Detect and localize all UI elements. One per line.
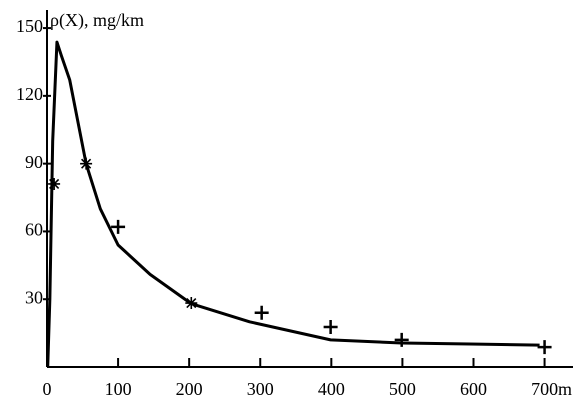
asterisk-marker [185,297,198,310]
x-tick-label: 700 [531,379,558,399]
plus-marker [537,340,552,355]
x-tick-label: 200 [176,379,203,399]
x-tick-label: 500 [389,379,416,399]
x-tick-label: 0 [43,379,52,399]
y-tick-label: 90 [25,152,43,172]
x-tick-label: 600 [460,379,487,399]
y-tick-label: 120 [16,84,43,104]
curve [46,40,540,368]
y-tick-label: 60 [25,220,43,240]
x-tick-label: 300 [247,379,274,399]
x-tick-label: 400 [318,379,345,399]
plus-marker [394,332,409,347]
x-tick-label: 100 [105,379,132,399]
asterisk-marker [48,177,61,190]
plus-marker [254,305,269,320]
y-tick-label: 30 [25,287,43,307]
plus-marker [111,219,126,234]
asterisk-marker [80,157,93,170]
y-axis-label: ρ(X), mg/km [50,10,144,31]
x-axis-label: m [558,379,572,399]
y-tick-label: 150 [16,16,43,36]
plus-marker [323,320,338,335]
